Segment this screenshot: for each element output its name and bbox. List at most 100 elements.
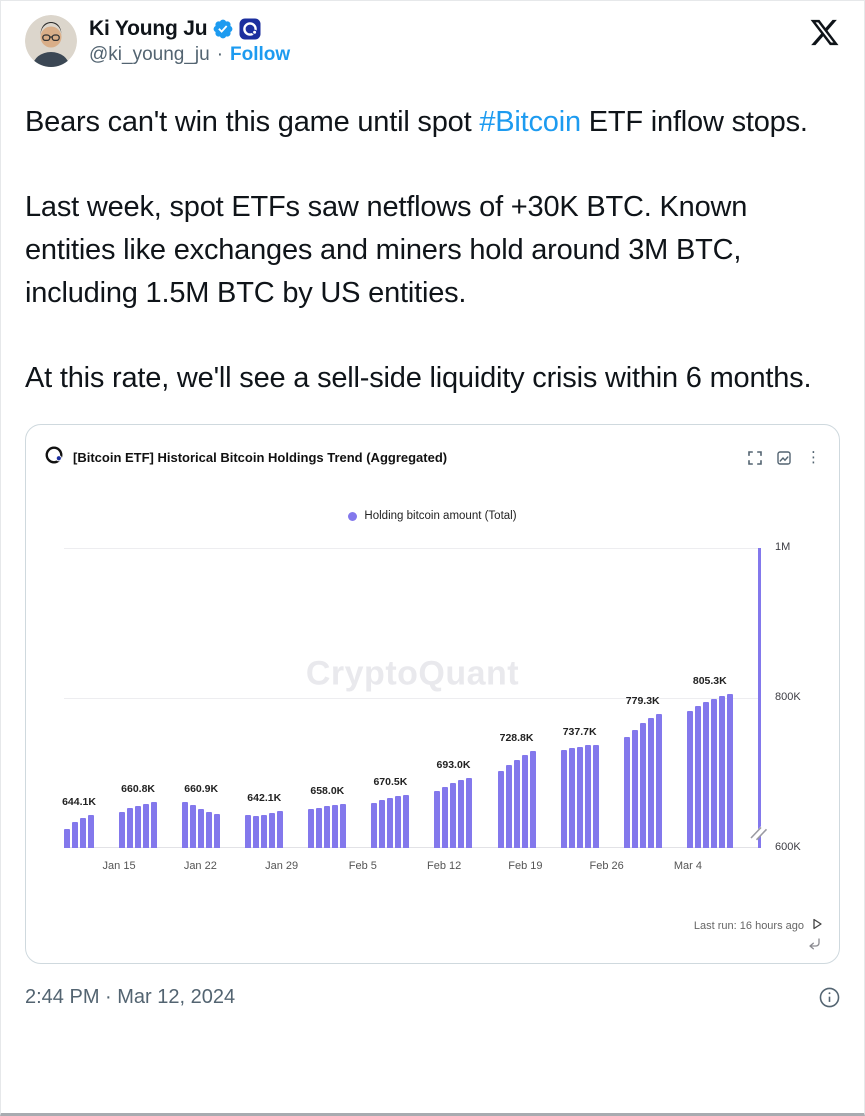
bar xyxy=(505,765,512,848)
bar xyxy=(253,816,260,848)
tweet-text: Bears can't win this game until spot #Bi… xyxy=(25,101,825,400)
bar xyxy=(576,747,583,848)
bar xyxy=(450,783,457,848)
axis-break-icon xyxy=(750,826,768,846)
bar xyxy=(371,803,378,848)
bar-cluster: 670.5K xyxy=(371,776,410,848)
bar-value-label: 805.3K xyxy=(692,675,727,687)
bar-cluster: 658.0K xyxy=(308,785,347,848)
chart-legend: Holding bitcoin amount (Total) xyxy=(26,510,839,522)
y-tick-label: 800K xyxy=(775,691,801,703)
x-tick-label: Mar 4 xyxy=(673,860,703,872)
bar-value-label: 728.8K xyxy=(499,732,534,744)
bar-value-label: 642.1K xyxy=(247,792,282,804)
bar-value-label: 779.3K xyxy=(625,695,660,707)
gridline-1m xyxy=(64,548,761,549)
display-name[interactable]: Ki Young Ju xyxy=(89,17,208,40)
bar xyxy=(718,696,725,848)
bar xyxy=(529,751,536,848)
bar xyxy=(710,699,717,848)
bar xyxy=(277,811,284,848)
bar xyxy=(245,815,252,848)
bar xyxy=(702,702,709,848)
avatar[interactable] xyxy=(25,15,77,67)
legend-label: Holding bitcoin amount (Total) xyxy=(364,510,517,522)
export-image-icon[interactable] xyxy=(777,450,791,465)
bar xyxy=(403,795,410,848)
more-options-icon[interactable]: ⋮ xyxy=(806,449,821,466)
bar xyxy=(395,796,402,848)
bar xyxy=(521,755,528,848)
timestamp[interactable]: 2:44 PM · Mar 12, 2024 xyxy=(25,986,236,1008)
bar-cluster: 644.1K xyxy=(62,796,96,848)
verified-badge-icon xyxy=(212,18,234,40)
last-run-label: Last run: 16 hours ago xyxy=(693,920,804,932)
bar-value-label: 670.5K xyxy=(373,776,408,788)
bar xyxy=(127,808,134,848)
bar xyxy=(631,730,638,848)
follow-button[interactable]: Follow xyxy=(230,44,291,65)
bar xyxy=(726,694,733,848)
tweet-paragraph-1: Bears can't win this game until spot #Bi… xyxy=(25,101,825,144)
bar xyxy=(647,718,654,848)
bar xyxy=(135,806,142,848)
x-logo-icon[interactable] xyxy=(809,15,840,53)
bar xyxy=(466,778,473,848)
separator-dot: · xyxy=(216,44,224,65)
bar xyxy=(80,818,86,848)
tweet-paragraph-3: At this rate, we'll see a sell-side liqu… xyxy=(25,362,812,394)
bar xyxy=(64,829,70,848)
bar xyxy=(694,706,701,848)
bar-cluster: 693.0K xyxy=(434,759,473,848)
jump-latest-icon[interactable] xyxy=(807,937,821,955)
cryptoquant-logo-icon xyxy=(44,445,64,470)
bar xyxy=(214,814,221,848)
bar-cluster: 728.8K xyxy=(497,732,536,848)
x-tick-label: Feb 5 xyxy=(348,860,377,872)
spike-bar xyxy=(757,548,761,848)
bar xyxy=(190,805,197,848)
fullscreen-icon[interactable] xyxy=(748,450,762,465)
x-tick-label: Jan 22 xyxy=(183,860,217,872)
bar xyxy=(686,711,693,848)
chart-card-header: [Bitcoin ETF] Historical Bitcoin Holding… xyxy=(44,445,821,470)
bar xyxy=(316,808,323,848)
info-icon[interactable] xyxy=(819,987,840,1008)
bar xyxy=(513,760,520,848)
bar xyxy=(442,787,449,848)
bar xyxy=(340,804,347,848)
bar xyxy=(560,750,567,848)
chart-plot: CryptoQuant 644.1K 660.8K 660.9K 642.1K 658.… xyxy=(62,548,768,848)
tweet-header: Ki Young Ju @ki_young_ju · Follow xyxy=(25,15,840,67)
bar xyxy=(387,798,394,848)
bar xyxy=(119,812,126,848)
chart-card[interactable]: [Bitcoin ETF] Historical Bitcoin Holding… xyxy=(25,424,840,964)
cryptoquant-affiliate-badge-icon xyxy=(239,18,261,40)
bar xyxy=(206,812,213,848)
bar xyxy=(497,771,504,848)
tweet-text-segment: Bears can't win this game until spot xyxy=(25,106,480,138)
bar-value-label: 658.0K xyxy=(310,785,345,797)
x-tick-label: Feb 12 xyxy=(427,860,462,872)
run-query-icon[interactable] xyxy=(811,917,823,935)
watermark: CryptoQuant xyxy=(305,654,520,693)
last-run-row: Last run: 16 hours ago xyxy=(694,917,823,935)
bar xyxy=(143,804,150,848)
bar xyxy=(72,822,78,848)
bar-value-label: 644.1K xyxy=(62,796,96,808)
bar xyxy=(458,780,465,848)
bar-cluster: 779.3K xyxy=(623,695,662,848)
hashtag-bitcoin[interactable]: #Bitcoin xyxy=(479,106,581,138)
x-tick-label: Feb 26 xyxy=(589,860,624,872)
chart-title: [Bitcoin ETF] Historical Bitcoin Holding… xyxy=(73,450,448,465)
bar xyxy=(639,723,646,848)
bar-value-label: 660.9K xyxy=(184,783,219,795)
y-tick-label: 600K xyxy=(775,841,801,853)
x-tick-label: Jan 15 xyxy=(102,860,136,872)
bar xyxy=(379,800,386,848)
chart-toolbar: ⋮ xyxy=(748,450,821,465)
bar-cluster: 642.1K xyxy=(245,792,284,848)
bar xyxy=(88,815,94,848)
y-axis: 1M 800K 600K xyxy=(775,541,829,853)
